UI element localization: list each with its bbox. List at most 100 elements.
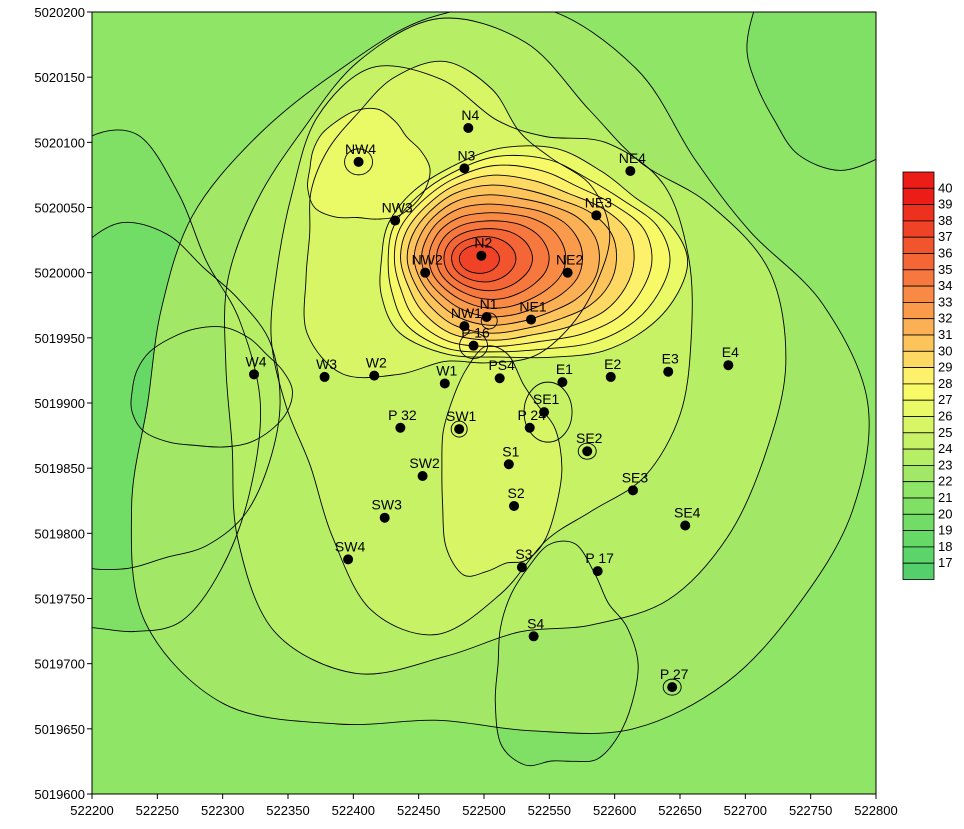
- contour-line-35: [436, 220, 550, 300]
- legend-label: 40: [938, 180, 952, 195]
- point-label: NE3: [585, 194, 612, 210]
- sample-point: SE3: [622, 469, 648, 496]
- sample-point: NW4: [345, 141, 376, 167]
- point-marker: [509, 500, 520, 511]
- contour-line-26: [441, 345, 563, 577]
- point-label: S4: [527, 615, 544, 631]
- legend-swatch: [902, 464, 935, 483]
- point-label: NW4: [345, 141, 376, 157]
- contour-line-36: [443, 228, 533, 292]
- y-tick-label: 5019850: [34, 461, 85, 476]
- contour-line-26: [303, 60, 611, 379]
- contour-line-24: [224, 17, 787, 675]
- sample-point: N3: [457, 147, 476, 174]
- contour-line-23: [130, 12, 870, 734]
- point-marker: [503, 459, 514, 470]
- legend-label: 33: [938, 294, 952, 309]
- sample-point: E2: [604, 356, 622, 382]
- legend-label: 25: [938, 425, 952, 440]
- legend-swatch: [902, 334, 935, 352]
- point-marker: [582, 446, 593, 457]
- point-label: S2: [507, 485, 524, 501]
- point-marker: [420, 267, 431, 278]
- point-marker: [524, 422, 535, 433]
- sample-point: P 32: [388, 407, 417, 433]
- contour-ring: [450, 420, 468, 438]
- point-marker: [353, 156, 364, 167]
- sample-point: W4: [246, 353, 267, 380]
- legend-label: 24: [938, 441, 952, 456]
- legend-swatch: [902, 546, 935, 564]
- contour-line-27: [379, 145, 689, 359]
- point-marker: [723, 360, 734, 371]
- y-axis: 5019600 5019650 5019700 5019750 5019800 50198…: [34, 5, 92, 802]
- sample-point: S3: [515, 546, 533, 573]
- contour-ring: [523, 381, 573, 443]
- contour-line-21: [746, 12, 876, 171]
- x-tick-label: 522750: [789, 803, 832, 818]
- legend-swatch: [902, 204, 935, 222]
- sample-point: NW1: [451, 305, 482, 332]
- point-label: PS4: [488, 357, 515, 373]
- contour-line-38: [458, 244, 500, 274]
- x-tick-label: 522300: [201, 803, 244, 818]
- point-marker: [627, 485, 638, 496]
- legend-swatch: [902, 269, 935, 287]
- point-label: W4: [246, 353, 267, 369]
- point-label: P 32: [388, 407, 417, 423]
- sample-point: SE1: [533, 391, 560, 418]
- legend-swatch: [902, 253, 935, 271]
- point-label: P 27: [660, 666, 689, 682]
- contour-line-33: [421, 203, 583, 318]
- contour-fill-layers: [92, 12, 876, 794]
- legend-label: 35: [938, 262, 952, 277]
- contour-line-37: [451, 236, 517, 283]
- point-label: NW3: [382, 200, 413, 216]
- sample-point: E3: [662, 351, 679, 377]
- point-label: W1: [436, 362, 457, 378]
- point-label: N4: [461, 107, 479, 123]
- point-marker: [459, 163, 470, 174]
- sample-point: S4: [527, 615, 544, 642]
- sample-point: SW2: [409, 455, 440, 481]
- point-marker: [343, 554, 354, 565]
- x-tick-label: 522700: [724, 803, 767, 818]
- legend-swatch: [902, 367, 935, 385]
- legend-swatch: [902, 416, 935, 434]
- point-marker: [390, 215, 401, 226]
- x-tick-label: 522650: [658, 803, 701, 818]
- point-marker: [539, 407, 550, 418]
- point-marker: [319, 371, 330, 382]
- legend-swatch: [902, 220, 935, 238]
- point-marker: [463, 122, 474, 133]
- point-label: S3: [515, 546, 532, 562]
- y-tick-label: 5019950: [34, 331, 85, 346]
- legend-swatch: [902, 432, 935, 450]
- point-label: W3: [316, 356, 337, 372]
- x-tick-label: 522800: [854, 803, 897, 818]
- legend-swatch: [902, 171, 935, 189]
- point-marker: [528, 631, 539, 642]
- point-label: NW2: [412, 252, 443, 268]
- sample-point: W1: [436, 362, 458, 389]
- point-label: SE2: [576, 430, 603, 446]
- y-tick-label: 5019650: [34, 722, 85, 737]
- point-label: E1: [556, 361, 573, 377]
- point-label: P 17: [585, 550, 614, 566]
- legend-swatch: [902, 187, 935, 206]
- point-label: NE2: [556, 252, 583, 268]
- legend-label: 39: [938, 197, 952, 212]
- point-label: SW1: [446, 408, 477, 424]
- legend-label: 30: [938, 343, 952, 358]
- legend-label: 20: [938, 506, 952, 521]
- point-marker: [439, 378, 450, 389]
- y-tick-label: 5019800: [34, 526, 85, 541]
- x-tick-label: 522250: [136, 803, 179, 818]
- contour-fill-21: [746, 12, 876, 171]
- contour-line-32: [413, 194, 600, 326]
- contour-line-29: [393, 164, 653, 347]
- point-marker: [663, 366, 674, 377]
- point-label: N1: [480, 296, 498, 312]
